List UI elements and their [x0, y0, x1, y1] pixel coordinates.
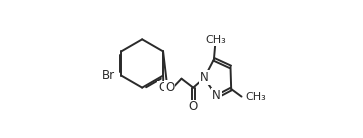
Text: CH₃: CH₃	[245, 92, 266, 102]
Text: Br: Br	[102, 69, 115, 82]
Text: CH₃: CH₃	[205, 35, 226, 45]
Text: O: O	[189, 100, 198, 113]
Text: O: O	[165, 81, 174, 94]
Text: N: N	[200, 71, 209, 84]
Text: Cl: Cl	[158, 81, 170, 95]
Text: N: N	[212, 89, 221, 102]
